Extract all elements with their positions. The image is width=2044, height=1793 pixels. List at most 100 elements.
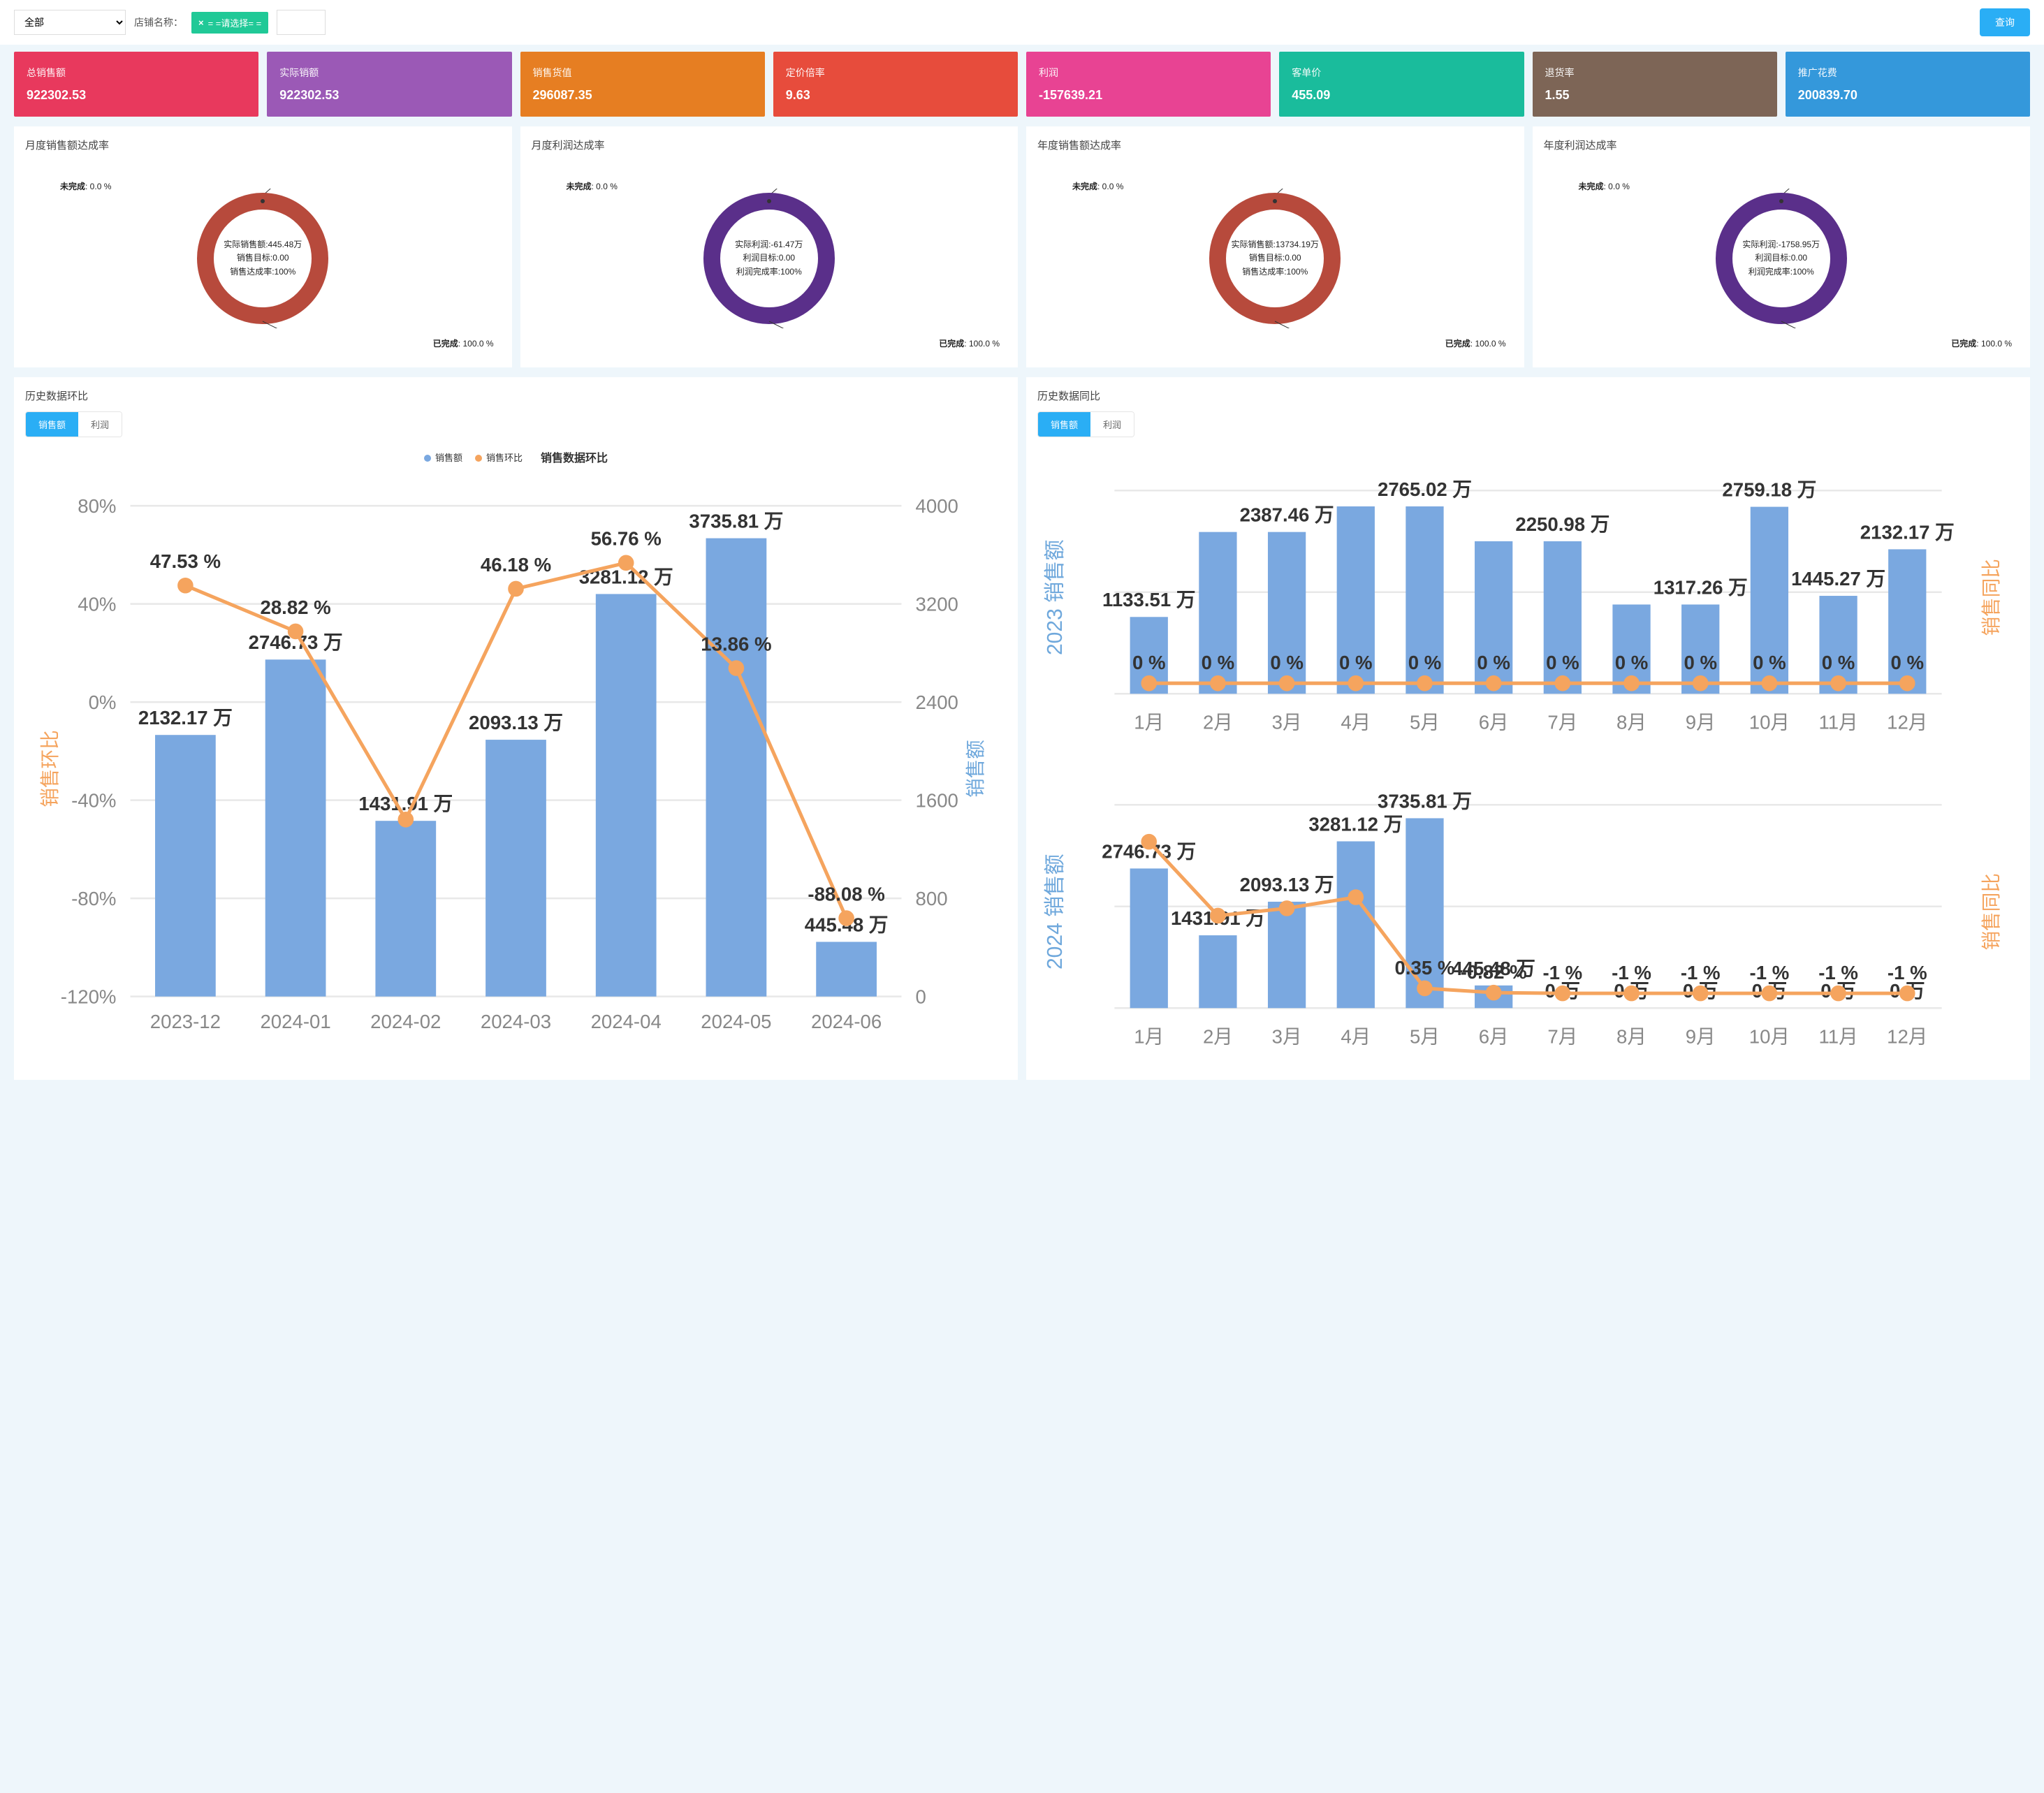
donut-bottom-callout: 已完成: 100.0 % (1951, 337, 2012, 349)
svg-text:13.86 %: 13.86 % (701, 633, 771, 654)
yoy-chart-svg: 2024 销售额销售同比2746.73 万1431.91 万2093.13 万3… (1037, 763, 2019, 1061)
kpi-value: 922302.53 (27, 88, 246, 103)
category-select[interactable]: 全部 (14, 10, 126, 35)
donut-panel: 月度利润达成率 未完成: 0.0 % 实际利润:-61.47万利润目标:0.00… (520, 126, 1019, 367)
filter-input[interactable] (277, 10, 326, 35)
svg-text:-120%: -120% (61, 986, 117, 1008)
svg-text:800: 800 (916, 888, 948, 909)
ring-legend: 销售额 销售环比 销售数据环比 (25, 448, 1007, 465)
kpi-label: 退货率 (1545, 66, 1765, 80)
svg-text:2024-03: 2024-03 (481, 1011, 551, 1032)
tab-profit[interactable]: 利润 (78, 412, 122, 437)
store-label: 店铺名称： (134, 15, 183, 29)
svg-text:2024 销售额: 2024 销售额 (1044, 854, 1067, 969)
svg-text:2250.98 万: 2250.98 万 (1515, 513, 1609, 535)
svg-text:-80%: -80% (71, 888, 116, 909)
svg-text:12月: 12月 (1887, 1025, 1927, 1047)
donut-title: 月度利润达成率 (532, 138, 1007, 152)
svg-text:-40%: -40% (71, 790, 116, 812)
history-ring-panel: 历史数据环比 销售额 利润 销售额 销售环比 销售数据环比 80%40%0%-4… (14, 377, 1018, 1080)
svg-text:2132.17 万: 2132.17 万 (138, 707, 233, 729)
kpi-label: 客单价 (1292, 66, 1511, 80)
donut-panel: 年度利润达成率 未完成: 0.0 % 实际利润:-1758.95万利润目标:0.… (1533, 126, 2031, 367)
svg-text:2023 销售额: 2023 销售额 (1044, 539, 1067, 655)
svg-text:1600: 1600 (916, 790, 958, 812)
svg-text:8月: 8月 (1616, 1025, 1647, 1047)
svg-text:3735.81 万: 3735.81 万 (1378, 790, 1472, 812)
svg-text:4000: 4000 (916, 495, 958, 517)
donut-title: 年度利润达成率 (1544, 138, 2020, 152)
kpi-card: 推广花费 200839.70 (1786, 52, 2030, 117)
svg-text:0 %: 0 % (1202, 652, 1235, 673)
svg-text:10月: 10月 (1749, 1025, 1790, 1047)
svg-text:9月: 9月 (1686, 711, 1716, 733)
svg-text:4月: 4月 (1341, 711, 1371, 733)
yoy-chart-2023: 2023 销售额销售同比1133.51 万2387.46 万2765.02 万2… (1037, 448, 2019, 749)
svg-text:1月: 1月 (1134, 1025, 1164, 1047)
donut-top-callout: 未完成: 0.0 % (1072, 180, 1123, 192)
donut-panel: 月度销售额达成率 未完成: 0.0 % 实际销售额:445.48万销售目标:0.… (14, 126, 512, 367)
svg-text:0 %: 0 % (1408, 652, 1442, 673)
history-row: 历史数据环比 销售额 利润 销售额 销售环比 销售数据环比 80%40%0%-4… (0, 377, 2044, 1094)
svg-text:2月: 2月 (1203, 1025, 1233, 1047)
svg-text:4月: 4月 (1341, 1025, 1371, 1047)
history-yoy-panel: 历史数据同比 销售额 利润 2023 销售额销售同比1133.51 万2387.… (1026, 377, 2030, 1080)
svg-text:0 %: 0 % (1684, 652, 1717, 673)
svg-text:1月: 1月 (1134, 711, 1164, 733)
svg-text:0 %: 0 % (1753, 652, 1786, 673)
store-select-tag[interactable]: × = =请选择= = (191, 12, 268, 34)
query-button[interactable]: 查询 (1980, 8, 2030, 36)
kpi-label: 总销售额 (27, 66, 246, 80)
ring-tabs: 销售额 利润 (25, 411, 122, 437)
svg-text:1133.51 万: 1133.51 万 (1102, 589, 1195, 610)
svg-text:3200: 3200 (916, 594, 958, 615)
svg-text:10月: 10月 (1749, 711, 1790, 733)
tab-sales[interactable]: 销售额 (1038, 412, 1090, 437)
svg-text:0 %: 0 % (1890, 652, 1924, 673)
tag-text: = =请选择= = (208, 16, 262, 29)
kpi-value: -157639.21 (1039, 88, 1258, 103)
kpi-label: 实际销额 (279, 66, 499, 80)
yoy-chart-2024: 2024 销售额销售同比2746.73 万1431.91 万2093.13 万3… (1037, 763, 2019, 1063)
donut-center-text: 实际销售额:13734.19万销售目标:0.00销售达成率:100% (1232, 238, 1319, 279)
svg-text:2024-04: 2024-04 (591, 1011, 662, 1032)
svg-text:-1 %: -1 % (1888, 962, 1927, 983)
svg-text:0 %: 0 % (1546, 652, 1579, 673)
donut-center-text: 实际利润:-61.47万利润目标:0.00利润完成率:100% (735, 238, 803, 279)
kpi-card: 实际销额 922302.53 (267, 52, 511, 117)
donut-bottom-callout: 已完成: 100.0 % (433, 337, 494, 349)
kpi-value: 296087.35 (533, 88, 752, 103)
svg-text:1445.27 万: 1445.27 万 (1791, 568, 1885, 590)
donut-title: 年度销售额达成率 (1037, 138, 1513, 152)
svg-text:-0.82 %: -0.82 % (1461, 961, 1527, 983)
svg-text:6月: 6月 (1479, 711, 1509, 733)
yoy-tabs: 销售额 利润 (1037, 411, 1134, 437)
donut-title: 月度销售额达成率 (25, 138, 501, 152)
svg-text:11月: 11月 (1818, 711, 1857, 733)
kpi-value: 455.09 (1292, 88, 1511, 103)
svg-text:0.35 %: 0.35 % (1395, 956, 1455, 978)
donut-row: 月度销售额达成率 未完成: 0.0 % 实际销售额:445.48万销售目标:0.… (0, 126, 2044, 377)
svg-text:5月: 5月 (1410, 1025, 1440, 1047)
svg-text:-1 %: -1 % (1542, 962, 1582, 983)
history-ring-title: 历史数据环比 (25, 388, 1007, 403)
ring-chart: 80%40%0%-40%-80%-120%4000320024001600800… (25, 471, 1007, 1069)
svg-text:2400: 2400 (916, 691, 958, 713)
svg-text:3月: 3月 (1272, 711, 1302, 733)
svg-text:80%: 80% (78, 495, 116, 517)
close-icon[interactable]: × (198, 17, 204, 28)
kpi-value: 200839.70 (1798, 88, 2017, 103)
svg-text:2093.13 万: 2093.13 万 (469, 712, 563, 733)
donut-bottom-callout: 已完成: 100.0 % (1445, 337, 1506, 349)
svg-text:0 %: 0 % (1132, 652, 1166, 673)
kpi-row: 总销售额 922302.53实际销额 922302.53销售货值 296087.… (0, 52, 2044, 126)
svg-text:2765.02 万: 2765.02 万 (1378, 478, 1472, 500)
svg-text:2387.46 万: 2387.46 万 (1240, 504, 1334, 526)
tab-sales[interactable]: 销售额 (26, 412, 78, 437)
svg-text:2132.17 万: 2132.17 万 (1860, 521, 1955, 543)
kpi-value: 1.55 (1545, 88, 1765, 103)
svg-text:7月: 7月 (1547, 711, 1577, 733)
donut-bottom-callout: 已完成: 100.0 % (939, 337, 1000, 349)
svg-text:销售同比: 销售同比 (1980, 873, 2002, 950)
tab-profit[interactable]: 利润 (1090, 412, 1134, 437)
